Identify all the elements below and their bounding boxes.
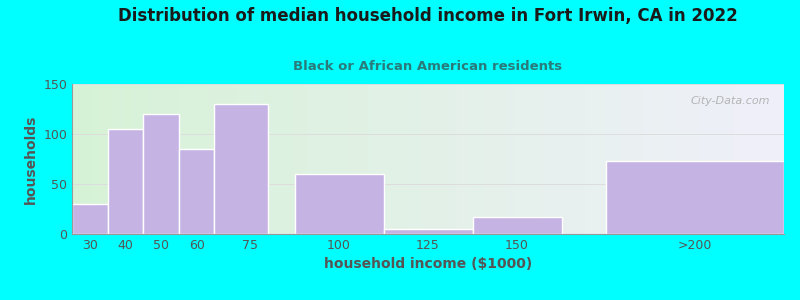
Bar [72, 204, 107, 234]
Text: Black or African American residents: Black or African American residents [294, 60, 562, 73]
Bar [214, 104, 268, 234]
Text: Distribution of median household income in Fort Irwin, CA in 2022: Distribution of median household income … [118, 8, 738, 26]
Text: City-Data.com: City-Data.com [690, 96, 770, 106]
Bar [294, 174, 383, 234]
Bar [107, 129, 143, 234]
Bar [383, 229, 473, 234]
X-axis label: household income ($1000): household income ($1000) [324, 257, 532, 272]
Bar [473, 217, 562, 234]
Y-axis label: households: households [24, 114, 38, 204]
Bar [143, 114, 178, 234]
Bar [179, 149, 214, 234]
Bar [606, 161, 784, 234]
